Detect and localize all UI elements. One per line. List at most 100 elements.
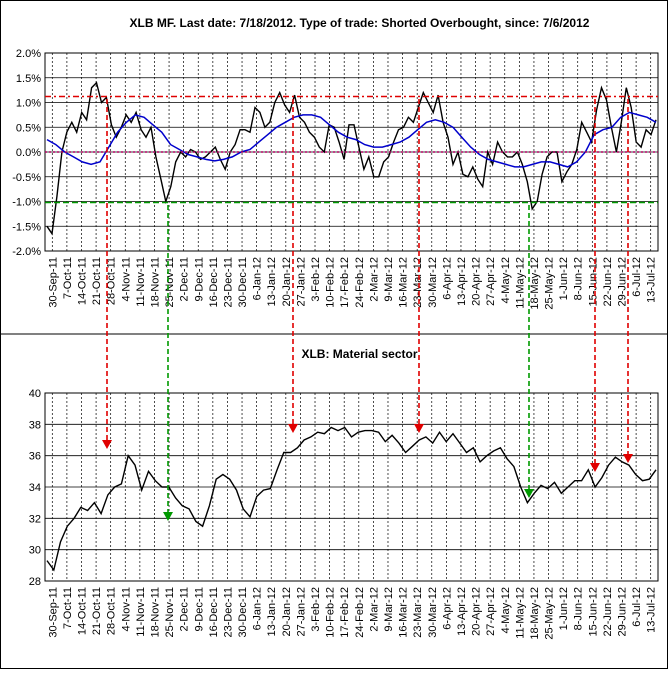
- x-tick-label: 6-Jul-12: [631, 587, 643, 627]
- x-tick-label: 30-Mar-12: [427, 257, 439, 308]
- y-tick-label: 28: [29, 576, 41, 588]
- top-panel: XLB MF. Last date: 7/18/2012. Type of tr…: [12, 16, 659, 310]
- x-tick-label: 13-Jan-12: [266, 257, 278, 307]
- x-tick-label: 17-Feb-12: [339, 257, 351, 308]
- x-tick-label: 24-Feb-12: [354, 587, 366, 638]
- x-tick-label: 21-Oct-11: [91, 587, 103, 635]
- x-tick-label: 27-Jan-12: [295, 257, 307, 307]
- x-tick-label: 27-Jan-12: [295, 587, 307, 637]
- x-tick-label: 8-Jun-12: [573, 257, 585, 300]
- x-tick-label: 11-May-12: [514, 587, 526, 639]
- x-tick-label: 25-Nov-11: [164, 257, 176, 308]
- x-tick-label: 6-Jul-12: [631, 257, 643, 297]
- x-tick-label: 23-Mar-12: [412, 587, 424, 638]
- x-tick-label: 9-Dec-11: [193, 587, 205, 631]
- y-tick-label: -1.5%: [12, 221, 41, 233]
- x-tick-label: 13-Apr-12: [456, 257, 468, 306]
- x-tick-label: 28-Oct-11: [106, 257, 118, 305]
- x-tick-label: 20-Jan-12: [281, 257, 293, 307]
- x-tick-label: 10-Feb-12: [325, 257, 337, 308]
- x-tick-label: 30-Dec-11: [237, 257, 249, 308]
- y-tick-label: -2.0%: [12, 246, 41, 258]
- bottom-series: [46, 426, 657, 572]
- y-tick-label: 2.0%: [16, 48, 41, 60]
- x-tick-label: 2-Dec-11: [179, 587, 191, 631]
- y-tick-label: 36: [29, 451, 41, 463]
- plot-border: [44, 392, 659, 582]
- x-tick-label: 6-Jan-12: [252, 587, 264, 630]
- top-y-axis-ticks: 2.0% 1.5% 1.0% 0.5% 0.0% -0.5% -1.0% -1.5% -2.0%: [12, 48, 41, 258]
- x-tick-label: 22-Jun-12: [602, 257, 614, 307]
- bottom-chart-title: XLB: Material sector: [301, 347, 417, 361]
- x-tick-label: 1-Jun-12: [558, 257, 570, 300]
- x-tick-label: 16-Dec-11: [208, 587, 220, 638]
- signal-arrows: [102, 99, 633, 521]
- y-tick-label: 1.5%: [16, 73, 41, 85]
- y-tick-label: 0.5%: [16, 122, 41, 134]
- top-x-axis-ticks: 30-Sep-11 7-Oct-11 14-Oct-11 21-Oct-11 28-Oc…: [47, 257, 657, 310]
- signal-arrow-head: [102, 440, 112, 449]
- x-tick-label: 30-Dec-11: [237, 587, 249, 638]
- x-tick-label: 2-Mar-12: [368, 257, 380, 302]
- x-tick-label: 18-May-12: [529, 587, 541, 640]
- x-tick-label: 11-May-12: [514, 257, 526, 309]
- x-tick-label: 9-Dec-11: [193, 257, 205, 301]
- x-tick-label: 3-Feb-12: [310, 587, 322, 632]
- x-tick-label: 27-Apr-12: [485, 257, 497, 306]
- x-tick-label: 23-Dec-11: [222, 257, 234, 308]
- x-tick-label: 23-Mar-12: [412, 257, 424, 308]
- x-tick-label: 9-Mar-12: [383, 587, 395, 632]
- x-tick-label: 4-May-12: [500, 587, 512, 633]
- x-tick-label: 16-Mar-12: [398, 587, 410, 638]
- x-tick-label: 20-Jan-12: [281, 587, 293, 637]
- x-tick-label: 20-Apr-12: [471, 587, 483, 636]
- x-tick-label: 29-Jun-12: [617, 587, 629, 637]
- x-tick-label: 13-Apr-12: [456, 587, 468, 636]
- x-tick-label: 21-Oct-11: [91, 257, 103, 305]
- x-tick-label: 18-May-12: [529, 257, 541, 310]
- x-tick-label: 9-Mar-12: [383, 257, 395, 302]
- y-tick-label: -0.5%: [12, 172, 41, 184]
- x-tick-label: 25-May-12: [544, 587, 556, 640]
- y-tick-label: 38: [29, 419, 41, 431]
- x-tick-label: 14-Oct-11: [76, 257, 88, 305]
- x-tick-label: 14-Oct-11: [76, 587, 88, 635]
- x-tick-label: 15-Jun-12: [587, 587, 599, 637]
- top-series: [45, 81, 658, 236]
- x-tick-label: 6-Apr-12: [441, 587, 453, 630]
- x-tick-label: 20-Apr-12: [471, 257, 483, 306]
- x-tick-label: 7-Oct-11: [62, 257, 74, 299]
- x-tick-label: 2-Mar-12: [368, 587, 380, 632]
- x-tick-label: 6-Apr-12: [441, 257, 453, 300]
- y-tick-label: 1.0%: [16, 98, 41, 110]
- signal-arrow-head: [414, 424, 424, 433]
- x-tick-label: 25-Nov-11: [164, 587, 176, 638]
- x-tick-label: 18-Nov-11: [149, 587, 161, 638]
- signal-arrow-head: [524, 489, 534, 498]
- x-tick-label: 13-Jan-12: [266, 587, 278, 637]
- y-tick-label: 0.0%: [16, 147, 41, 159]
- signal-arrow-head: [590, 463, 600, 472]
- x-tick-label: 8-Jun-12: [573, 587, 585, 630]
- x-tick-label: 25-May-12: [544, 257, 556, 310]
- x-tick-label: 24-Feb-12: [354, 257, 366, 308]
- x-tick-label: 30-Mar-12: [427, 587, 439, 638]
- x-tick-label: 18-Nov-11: [149, 257, 161, 308]
- bottom-y-axis-ticks: 40 38 36 34 32 30 28: [29, 388, 41, 588]
- x-tick-label: 16-Dec-11: [208, 257, 220, 308]
- x-tick-label: 1-Jun-12: [558, 587, 570, 630]
- x-tick-label: 16-Mar-12: [398, 257, 410, 308]
- x-tick-label: 27-Apr-12: [485, 587, 497, 636]
- x-tick-label: 6-Jan-12: [252, 257, 264, 300]
- y-tick-label: 32: [29, 513, 41, 525]
- x-tick-label: 23-Dec-11: [222, 587, 234, 638]
- x-tick-label: 4-Nov-11: [120, 257, 132, 301]
- x-tick-label: 29-Jun-12: [617, 257, 629, 307]
- series-line-0: [46, 81, 657, 236]
- bottom-x-axis-ticks: 30-Sep-11 7-Oct-11 14-Oct-11 21-Oct-11 28-Oc…: [47, 587, 657, 640]
- bottom-grid: [44, 392, 659, 582]
- top-grid: [44, 52, 659, 252]
- y-tick-label: -1.0%: [12, 197, 41, 209]
